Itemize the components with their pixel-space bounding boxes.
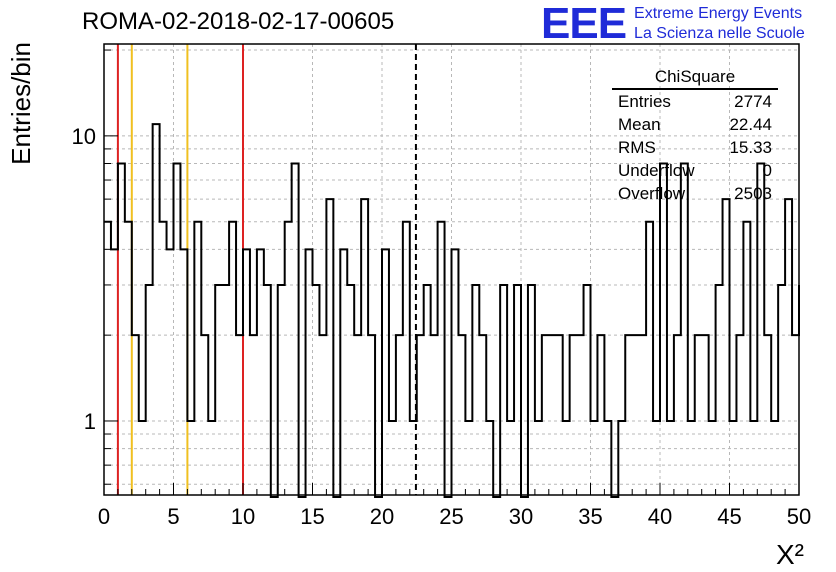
x-tick-label: 5 — [167, 504, 179, 529]
eee-logo: EEE Extreme Energy Events La Scienza nel… — [541, 2, 805, 46]
x-tick-label: 0 — [98, 504, 110, 529]
x-tick-label: 50 — [787, 504, 811, 529]
stats-value: 0 — [762, 161, 772, 180]
stats-row-overflow: Overflow 2503 — [612, 182, 778, 205]
y-axis-label: Entries/bin — [6, 42, 36, 165]
logo-text: Extreme Energy Events La Scienza nelle S… — [634, 4, 805, 44]
stats-label: RMS — [618, 138, 656, 157]
stats-row-underflow: Underflow 0 — [612, 159, 778, 182]
logo-line-2: La Scienza nelle Scuole — [634, 25, 805, 42]
stats-row-entries: Entries 2774 — [612, 90, 778, 113]
chart-title: ROMA-02-2018-02-17-00605 — [82, 8, 395, 35]
stats-title: ChiSquare — [612, 66, 778, 90]
stats-value: 2774 — [734, 92, 772, 111]
x-tick-label: 10 — [231, 504, 255, 529]
y-tick-label: 10 — [72, 124, 96, 149]
histogram-outline — [104, 123, 800, 498]
y-tick-label: 1 — [84, 409, 96, 434]
stats-label: Underflow — [618, 161, 695, 180]
stats-value: 22.44 — [729, 115, 772, 134]
x-tick-label: 40 — [648, 504, 672, 529]
marker-lines — [116, 44, 417, 495]
stats-value: 2503 — [734, 184, 772, 203]
logo-line-1: Extreme Energy Events — [634, 5, 803, 22]
x-tick-label: 30 — [509, 504, 533, 529]
x-tick-label: 35 — [578, 504, 602, 529]
stats-value: 15.33 — [729, 138, 772, 157]
x-axis-label: X² — [776, 539, 804, 570]
stats-box: ChiSquare Entries 2774 Mean 22.44 RMS 15… — [612, 66, 778, 205]
x-tick-label: 45 — [717, 504, 741, 529]
stats-label: Overflow — [618, 184, 686, 203]
stats-row-rms: RMS 15.33 — [612, 136, 778, 159]
stats-row-mean: Mean 22.44 — [612, 113, 778, 136]
stats-label: Entries — [618, 92, 671, 111]
stats-label: Mean — [618, 115, 661, 134]
axis-ticks: 0 5 10 15 20 25 30 35 40 45 50 1 10 — [72, 49, 811, 529]
x-tick-label: 15 — [300, 504, 324, 529]
x-tick-label: 20 — [370, 504, 394, 529]
logo-mark: EEE — [541, 0, 627, 48]
x-tick-label: 25 — [439, 504, 463, 529]
